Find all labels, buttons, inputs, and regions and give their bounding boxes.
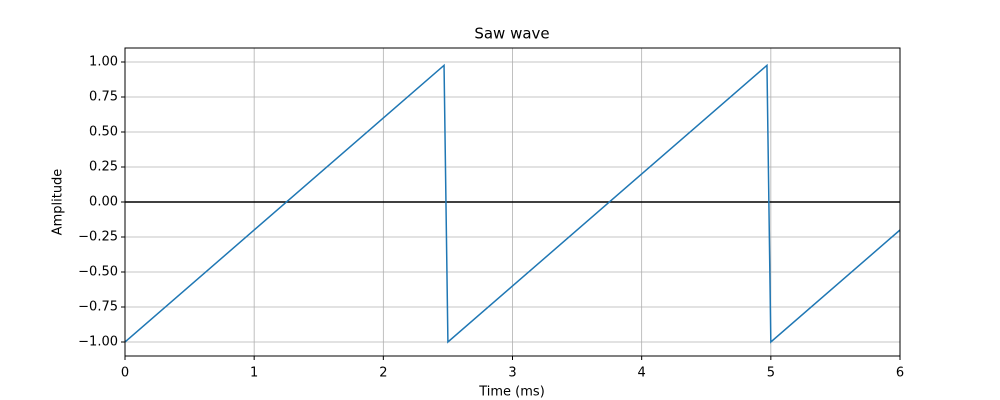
x-tick-label: 3 bbox=[508, 366, 516, 381]
y-tick-label: 0.25 bbox=[89, 160, 118, 175]
y-tick-label: −1.00 bbox=[78, 335, 118, 350]
y-tick-label: −0.50 bbox=[78, 265, 118, 280]
y-tick-label: −0.25 bbox=[78, 230, 118, 245]
line-series bbox=[124, 63, 901, 344]
chart-title: Saw wave bbox=[474, 25, 549, 43]
y-tick-label: 0.50 bbox=[89, 125, 118, 140]
x-tick-label: 6 bbox=[896, 366, 904, 381]
y-tick-label: 0.75 bbox=[89, 90, 118, 105]
x-axis-label: Time (ms) bbox=[478, 385, 545, 400]
plot-frame bbox=[124, 47, 901, 357]
y-tick-label: −0.75 bbox=[78, 300, 118, 315]
x-tick-label: 2 bbox=[379, 366, 387, 381]
x-tick-label: 1 bbox=[250, 366, 258, 381]
x-tick-label: 4 bbox=[638, 366, 646, 381]
x-tick-label: 5 bbox=[767, 366, 775, 381]
y-tick-label: 1.00 bbox=[89, 55, 118, 70]
x-tick-label: 0 bbox=[121, 366, 129, 381]
y-tick-label: 0.00 bbox=[89, 195, 118, 210]
y-axis-label: Amplitude bbox=[51, 169, 66, 236]
